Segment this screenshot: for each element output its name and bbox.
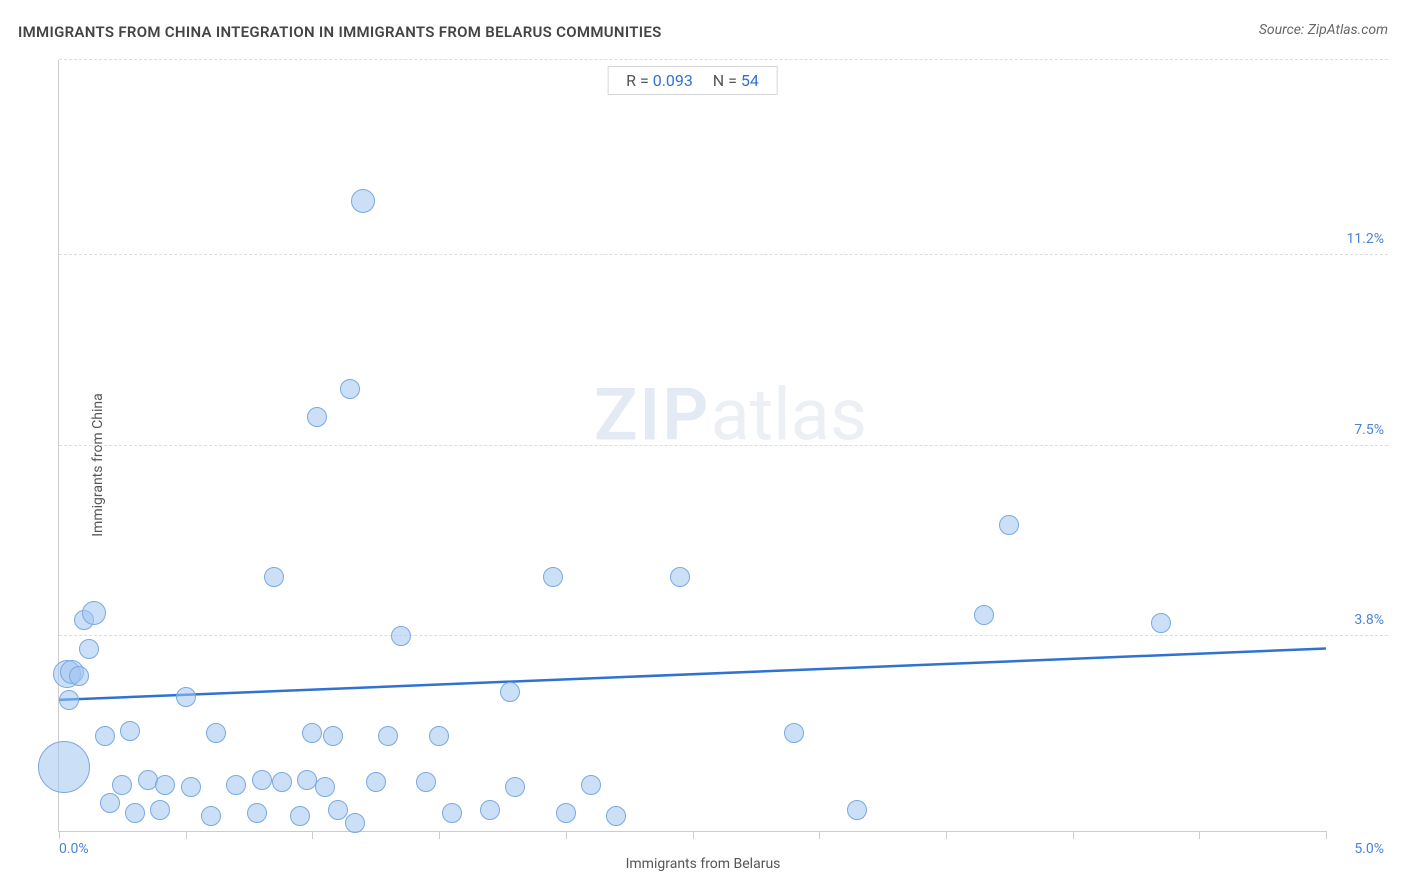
x-tick-label: 5.0% bbox=[1354, 841, 1384, 857]
data-point[interactable] bbox=[201, 806, 221, 826]
data-point[interactable] bbox=[328, 800, 348, 820]
data-point[interactable] bbox=[505, 777, 525, 797]
y-tick-label: 3.8% bbox=[1354, 612, 1384, 628]
data-point[interactable] bbox=[82, 601, 106, 625]
source-credit: Source: ZipAtlas.com bbox=[1259, 22, 1388, 38]
plot-container: Immigrants from China Immigrants from Be… bbox=[18, 56, 1388, 874]
gridline bbox=[59, 635, 1388, 636]
gridline bbox=[59, 59, 1388, 60]
data-point[interactable] bbox=[226, 775, 246, 795]
data-point[interactable] bbox=[252, 770, 272, 790]
data-point[interactable] bbox=[416, 772, 436, 792]
data-point[interactable] bbox=[302, 723, 322, 743]
data-point[interactable] bbox=[112, 775, 132, 795]
data-point[interactable] bbox=[351, 189, 375, 213]
data-point[interactable] bbox=[366, 772, 386, 792]
data-point[interactable] bbox=[290, 806, 310, 826]
data-point[interactable] bbox=[95, 726, 115, 746]
data-point[interactable] bbox=[120, 721, 140, 741]
x-tick bbox=[59, 831, 60, 839]
x-tick bbox=[1326, 831, 1327, 839]
gridline bbox=[59, 445, 1388, 446]
x-tick bbox=[1199, 831, 1200, 839]
x-tick bbox=[186, 831, 187, 839]
data-point[interactable] bbox=[556, 803, 576, 823]
data-point[interactable] bbox=[999, 515, 1019, 535]
gridline bbox=[59, 254, 1388, 255]
data-point[interactable] bbox=[543, 567, 563, 587]
data-point[interactable] bbox=[59, 690, 79, 710]
data-point[interactable] bbox=[181, 777, 201, 797]
data-point[interactable] bbox=[155, 775, 175, 795]
y-tick-label: 11.2% bbox=[1346, 231, 1384, 247]
data-point[interactable] bbox=[38, 741, 90, 793]
data-point[interactable] bbox=[340, 379, 360, 399]
data-point[interactable] bbox=[125, 803, 145, 823]
data-point[interactable] bbox=[606, 806, 626, 826]
data-point[interactable] bbox=[391, 626, 411, 646]
data-point[interactable] bbox=[378, 726, 398, 746]
data-point[interactable] bbox=[480, 800, 500, 820]
x-tick bbox=[946, 831, 947, 839]
x-tick bbox=[566, 831, 567, 839]
data-point[interactable] bbox=[670, 567, 690, 587]
data-point[interactable] bbox=[100, 793, 120, 813]
data-point[interactable] bbox=[974, 605, 994, 625]
x-tick bbox=[312, 831, 313, 839]
data-point[interactable] bbox=[784, 723, 804, 743]
data-point[interactable] bbox=[323, 726, 343, 746]
data-point[interactable] bbox=[581, 775, 601, 795]
data-point[interactable] bbox=[264, 567, 284, 587]
stats-box: R = 0.093 N = 54 bbox=[607, 66, 778, 95]
data-point[interactable] bbox=[847, 800, 867, 820]
data-point[interactable] bbox=[69, 666, 89, 686]
x-tick-label: 0.0% bbox=[59, 841, 89, 857]
x-axis-label: Immigrants from Belarus bbox=[626, 856, 781, 872]
data-point[interactable] bbox=[79, 639, 99, 659]
data-point[interactable] bbox=[206, 723, 226, 743]
plot-area: ZIPatlas R = 0.093 N = 54 3.8%7.5%11.2%0… bbox=[58, 60, 1326, 832]
y-tick-label: 7.5% bbox=[1354, 422, 1384, 438]
data-point[interactable] bbox=[272, 772, 292, 792]
data-point[interactable] bbox=[442, 803, 462, 823]
x-tick bbox=[1073, 831, 1074, 839]
x-tick bbox=[819, 831, 820, 839]
data-point[interactable] bbox=[500, 682, 520, 702]
chart-title: IMMIGRANTS FROM CHINA INTEGRATION IN IMM… bbox=[18, 23, 662, 41]
trend-line bbox=[59, 60, 1326, 831]
x-tick bbox=[439, 831, 440, 839]
data-point[interactable] bbox=[429, 726, 449, 746]
data-point[interactable] bbox=[247, 803, 267, 823]
data-point[interactable] bbox=[1151, 613, 1171, 633]
data-point[interactable] bbox=[176, 687, 196, 707]
data-point[interactable] bbox=[307, 407, 327, 427]
data-point[interactable] bbox=[315, 777, 335, 797]
data-point[interactable] bbox=[345, 813, 365, 833]
data-point[interactable] bbox=[150, 800, 170, 820]
x-tick bbox=[693, 831, 694, 839]
